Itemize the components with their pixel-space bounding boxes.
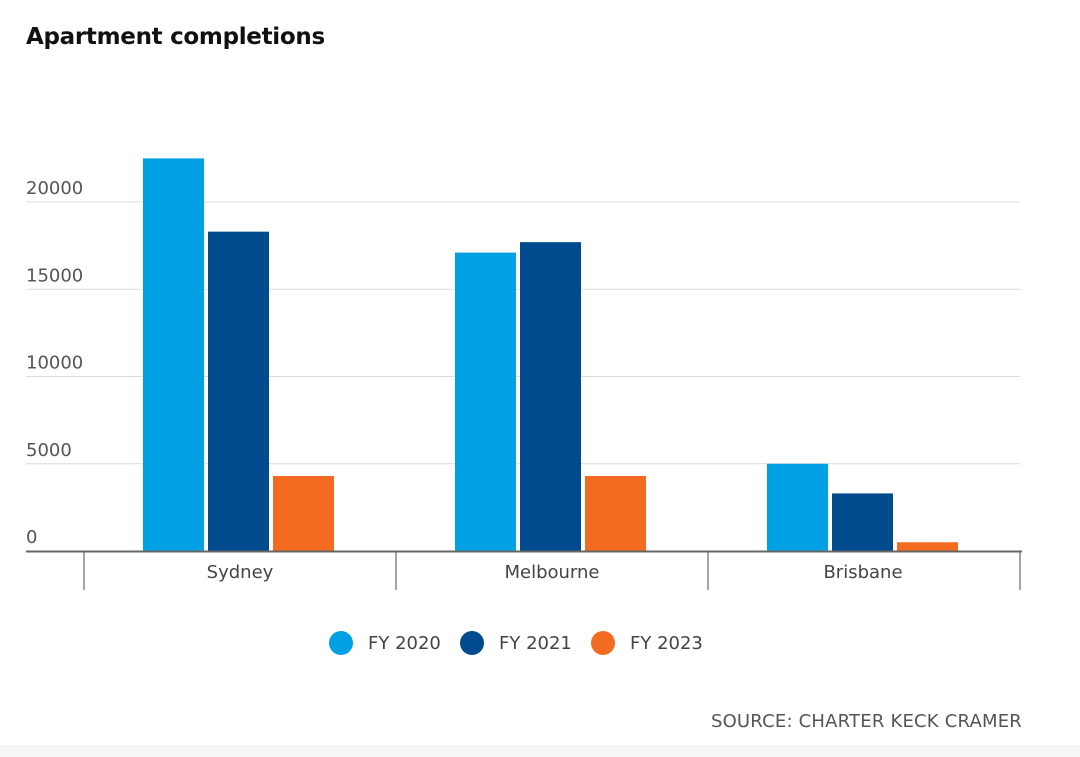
y-tick-label: 0 xyxy=(26,527,37,548)
y-tick-label: 20000 xyxy=(26,178,83,199)
y-axis-ticks: 0 5000 10000 15000 20000 xyxy=(26,178,83,548)
bar-sydney-fy-2020 xyxy=(143,158,204,551)
legend-label: FY 2023 xyxy=(630,633,703,654)
x-axis: Sydney Melbourne Brisbane xyxy=(26,550,1022,590)
bars xyxy=(143,158,958,552)
x-tick-label: Sydney xyxy=(207,562,274,583)
y-tick-label: 5000 xyxy=(26,440,72,461)
bar-brisbane-fy-2020 xyxy=(767,463,828,551)
bar-melbourne-fy-2021 xyxy=(520,242,581,551)
chart-title: Apartment completions xyxy=(26,24,325,50)
y-tick-label: 15000 xyxy=(26,265,83,286)
x-tick-label: Brisbane xyxy=(823,562,902,583)
bar-melbourne-fy-2023 xyxy=(585,475,646,551)
legend-swatch xyxy=(460,631,484,655)
legend: FY 2020 FY 2021 FY 2023 xyxy=(329,631,703,655)
bar-melbourne-fy-2020 xyxy=(455,252,516,552)
bottom-band xyxy=(0,745,1080,757)
legend-swatch xyxy=(591,631,615,655)
bar-sydney-fy-2021 xyxy=(208,231,269,552)
y-tick-label: 10000 xyxy=(26,353,83,374)
source-note: SOURCE: CHARTER KECK CRAMER xyxy=(710,711,1022,732)
bar-brisbane-fy-2023 xyxy=(897,542,958,551)
x-tick-label: Melbourne xyxy=(504,562,599,583)
bar-sydney-fy-2023 xyxy=(273,475,334,551)
legend-label: FY 2020 xyxy=(368,633,441,654)
bar-brisbane-fy-2021 xyxy=(832,493,893,551)
legend-swatch xyxy=(329,631,353,655)
legend-label: FY 2021 xyxy=(499,633,572,654)
